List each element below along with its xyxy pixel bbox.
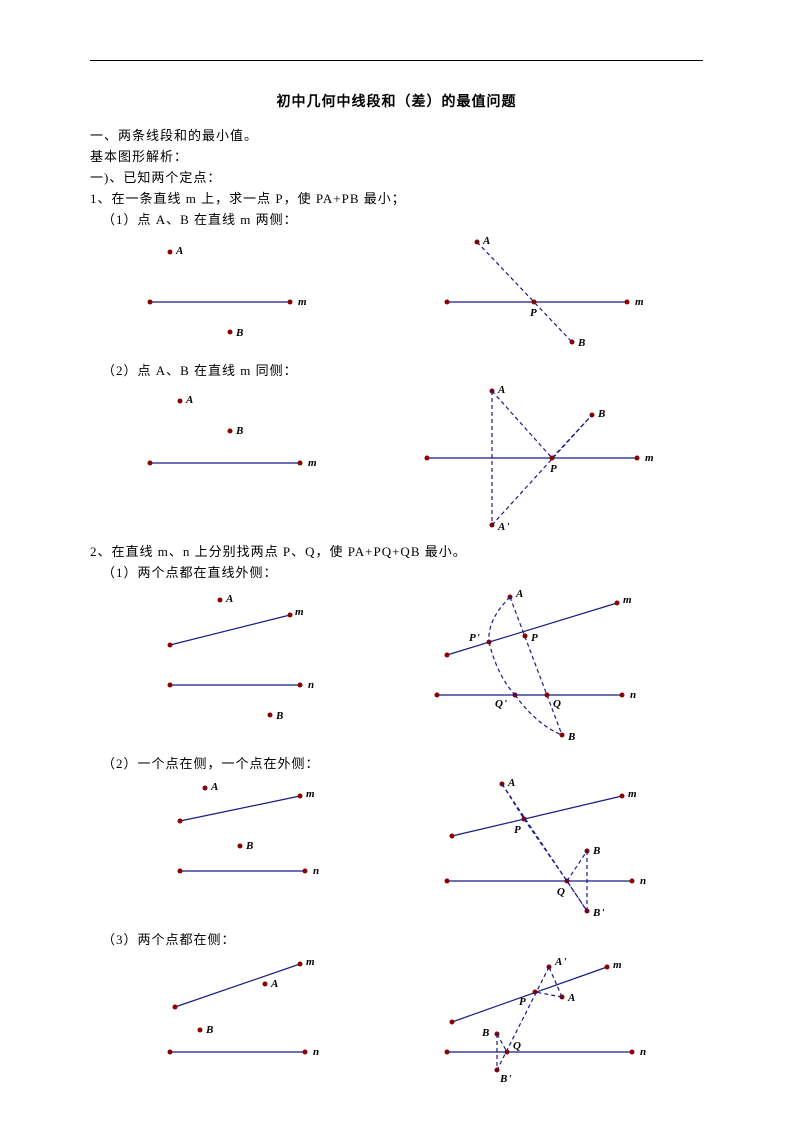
label-p: P xyxy=(550,463,558,475)
label-a: A xyxy=(225,593,234,605)
label-b: B xyxy=(275,710,284,722)
problem-1: 1、在一条直线 m 上，求一点 P，使 PA+PB 最小； xyxy=(90,188,703,207)
label-p: P xyxy=(514,824,522,836)
label-m: m xyxy=(613,959,623,971)
label-q: Q xyxy=(513,1040,522,1052)
row-1-2: A B m m A B A' P xyxy=(90,383,703,533)
label-b: B xyxy=(481,1027,490,1039)
fig-2-2-right: m n A B B' P Q xyxy=(397,776,704,921)
label-b: B xyxy=(235,425,244,437)
problem-2: 2、在直线 m、n 上分别找两点 P、Q，使 PA+PQ+QB 最小。 xyxy=(90,541,703,560)
label-bp: B' xyxy=(499,1073,512,1085)
label-m: m xyxy=(645,452,655,464)
row-1-1: A m B m A B P xyxy=(90,232,703,352)
label-p: P xyxy=(519,996,527,1008)
row-2-2: A m B n m n A B B' xyxy=(90,776,703,921)
label-a: A xyxy=(210,781,219,793)
sub-2-3: （3）两个点都在侧： xyxy=(102,929,703,948)
label-m: m xyxy=(623,594,633,606)
label-b: B xyxy=(235,327,244,339)
label-m: m xyxy=(295,606,305,618)
label-p: P xyxy=(530,307,538,319)
label-b: B xyxy=(567,731,576,743)
fig-1-2-left: A B m xyxy=(90,383,397,493)
label-b: B xyxy=(577,337,586,349)
label-a: A xyxy=(497,384,506,396)
label-a: A xyxy=(175,245,184,257)
label-qp: Q' xyxy=(495,698,508,710)
label-m: m xyxy=(306,788,316,800)
heading-2: 基本图形解析： xyxy=(90,146,703,165)
label-q: Q xyxy=(553,698,562,710)
heading-1: 一、两条线段和的最小值。 xyxy=(90,125,703,144)
fig-2-1-left: A m n B xyxy=(90,585,397,735)
label-n: n xyxy=(630,689,637,701)
label-p: P xyxy=(531,632,539,644)
label-n: n xyxy=(640,875,647,887)
label-m: m xyxy=(306,956,316,968)
label-b: B xyxy=(592,845,601,857)
fig-2-3-right: m n A A' B B' P Q xyxy=(397,952,704,1092)
label-n: n xyxy=(313,1046,320,1058)
label-m: m xyxy=(308,457,318,469)
fig-1-1-left: A m B xyxy=(90,232,397,352)
row-2-1: A m n B m n A B xyxy=(90,585,703,745)
label-b: B xyxy=(597,408,606,420)
label-a: A xyxy=(567,992,576,1004)
fig-1-2-right: m A B A' P xyxy=(397,383,704,533)
label-b: B xyxy=(245,840,254,852)
label-n: n xyxy=(308,679,315,691)
label-bp: B' xyxy=(592,907,605,919)
row-2-3: m A B n m n A A' B xyxy=(90,952,703,1092)
label-a: A xyxy=(507,777,516,789)
top-rule xyxy=(90,60,703,61)
sub-1-2: （2）点 A、B 在直线 m 同侧： xyxy=(102,360,703,379)
fig-2-1-right: m n A B P Q P' Q' xyxy=(397,585,704,745)
fig-2-2-left: A m B n xyxy=(90,776,397,896)
fig-1-1-right: m A B P xyxy=(397,232,704,352)
label-n: n xyxy=(640,1046,647,1058)
sub-2-2: （2）一个点在侧，一个点在外侧： xyxy=(102,753,703,772)
label-a: A xyxy=(482,235,491,247)
label-ap: A' xyxy=(554,956,567,968)
label-m: m xyxy=(635,296,645,308)
label-b: B xyxy=(205,1024,214,1036)
label-pp: P' xyxy=(469,632,481,644)
sub-1-1: （1）点 A、B 在直线 m 两侧： xyxy=(102,209,703,228)
page-title: 初中几何中线段和（差）的最值问题 xyxy=(90,91,703,111)
label-ap: A' xyxy=(497,521,510,533)
label-a: A xyxy=(515,588,524,600)
label-m: m xyxy=(298,296,308,308)
label-a: A xyxy=(270,978,279,990)
heading-3: 一)、已知两个定点： xyxy=(90,167,703,186)
sub-2-1: （1）两个点都在直线外侧： xyxy=(102,562,703,581)
label-q: Q xyxy=(557,886,566,898)
label-m: m xyxy=(628,788,638,800)
label-n: n xyxy=(313,865,320,877)
fig-2-3-left: m A B n xyxy=(90,952,397,1072)
label-a: A xyxy=(185,394,194,406)
